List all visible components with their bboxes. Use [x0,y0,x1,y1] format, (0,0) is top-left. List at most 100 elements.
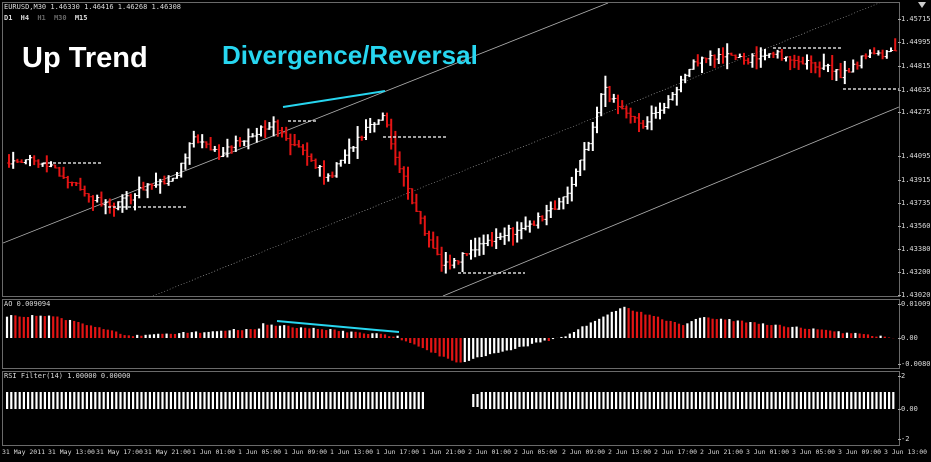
rsi-filter-bar [833,392,836,409]
rsi-filter-bar [232,392,235,409]
price-chart-pane[interactable] [2,2,900,297]
rsi-filter-bar [484,392,487,409]
rsi-filter-bar [531,392,534,409]
price-tick: 1.44095 [898,152,931,160]
rsi-filter-bar [421,392,424,409]
rsi-filter-bar [384,392,387,409]
time-tick: 3 Jun 01:00 [746,448,790,456]
tf-m30-button[interactable]: M30 [53,14,67,22]
rsi-filter-bar [888,392,891,409]
rsi-filter-bar [375,392,378,409]
rsi-filter-bar [514,392,517,409]
rsi-filter-bar [43,392,46,409]
rsi-filter-bar [14,392,17,409]
rsi-filter-bar [615,392,618,409]
rsi-filter-bar [308,392,311,409]
rsi-filter-bar [619,392,622,409]
rsi-filter-bar [111,392,114,409]
rsi-filter-bar [489,392,492,409]
rsi-filter-bar [396,392,399,409]
rsi-filter-bar [505,392,508,409]
price-tick: 1.43915 [898,176,931,184]
ao-label: AO 0.009094 [4,300,51,308]
rsi-filter-bar [665,392,668,409]
rsi-filter-bar [820,392,823,409]
divergence-annotation: Divergence/Reversal [222,40,478,70]
rsi-filter-bar [300,392,303,409]
time-tick: 1 Jun 17:00 [376,448,420,456]
rsi-filter-bar [60,392,63,409]
rsi-filter-bar [673,392,676,409]
symbol-header: EURUSD,M30 1.46330 1.46416 1.46268 1.463… [4,3,182,11]
rsi-filter-bar [501,392,504,409]
rsi-filter-bar [174,392,177,409]
rsi-filter-bar [224,392,227,409]
rsi-filter-bar [774,392,777,409]
rsi-filter-bar [875,392,878,409]
rsi-filter-bar [400,392,403,409]
rsi-filter-bar [879,392,882,409]
rsi-filter-bar [522,392,525,409]
rsi-filter-bar [732,392,735,409]
price-axis: 1.45715 1.44995 1.44815 1.44635 1.44275 … [898,2,931,299]
tf-m15-button[interactable]: M15 [74,14,88,22]
rsi-filter-layer [6,392,895,409]
rsi-filter-bar [165,392,168,409]
rsi-filter-bar [493,392,496,409]
rsi-filter-bar [581,392,584,409]
rsi-filter-bar [699,392,702,409]
price-tick: 1.43380 [898,245,931,253]
tf-h1-button[interactable]: H1 [37,14,46,22]
channel-mid-line [152,3,880,296]
chart-corner-icon [918,2,926,8]
rsi-filter-label: RSI Filter(14) 1.00000 0.00000 [4,372,131,380]
price-tick: 1.43560 [898,222,931,230]
rsi-filter-bar [841,392,844,409]
tf-d1-button[interactable]: D1 [4,14,13,22]
rsi-filter-bar [518,392,521,409]
rsi-filter-bar [157,392,160,409]
price-tick: 1.44275 [898,108,931,116]
time-tick: 1 Jun 21:00 [422,448,466,456]
rsi-filter-bar [783,392,786,409]
ao-indicator-pane[interactable] [2,299,900,369]
rsi-filter-bar [371,392,374,409]
rsi-filter-bar [31,392,34,409]
rsi-filter-bar [594,392,597,409]
rsi-filter-bar [316,392,319,409]
rsi-filter-bar [480,392,483,409]
rsi-filter-bar [573,392,576,409]
tf-h4-button[interactable]: H4 [20,14,30,22]
channel-lower-line [442,106,899,296]
rsi-filter-bar [22,392,25,409]
rsi-filter-bar [657,392,660,409]
time-tick: 31 May 21:00 [144,448,191,456]
rsi-filter-bar [270,392,273,409]
rsi-filter-bar [787,392,790,409]
rsi-filter-bar [161,392,164,409]
rsi-filter-bar [279,392,282,409]
ao-histogram-layer [5,306,895,363]
rsi-filter-bar [178,392,181,409]
rsi-filter-bar [652,392,655,409]
rsi-filter-bar [535,392,538,409]
rsi-axis: 2 0.00 -2 [897,371,931,446]
rsi-filter-bar [56,392,59,409]
rsi-filter-bar [871,392,874,409]
rsi-filter-bar [241,392,244,409]
rsi-filter-bar [106,392,109,409]
rsi-filter-bar [245,392,248,409]
rsi-filter-bar [388,392,391,409]
rsi-filter-bar [715,392,718,409]
rsi-filter-bar [69,392,72,409]
rsi-filter-bar [610,392,613,409]
rsi-filter-bar [64,392,67,409]
rsi-filter-bar [682,392,685,409]
rsi-filter-bar [686,392,689,409]
up-trend-annotation: Up Trend [22,42,148,74]
rsi-filter-pane[interactable] [2,371,900,446]
rsi-filter-bar [627,392,630,409]
ao-tick: 0.01009 [898,300,931,308]
rsi-filter-bar [153,392,156,409]
